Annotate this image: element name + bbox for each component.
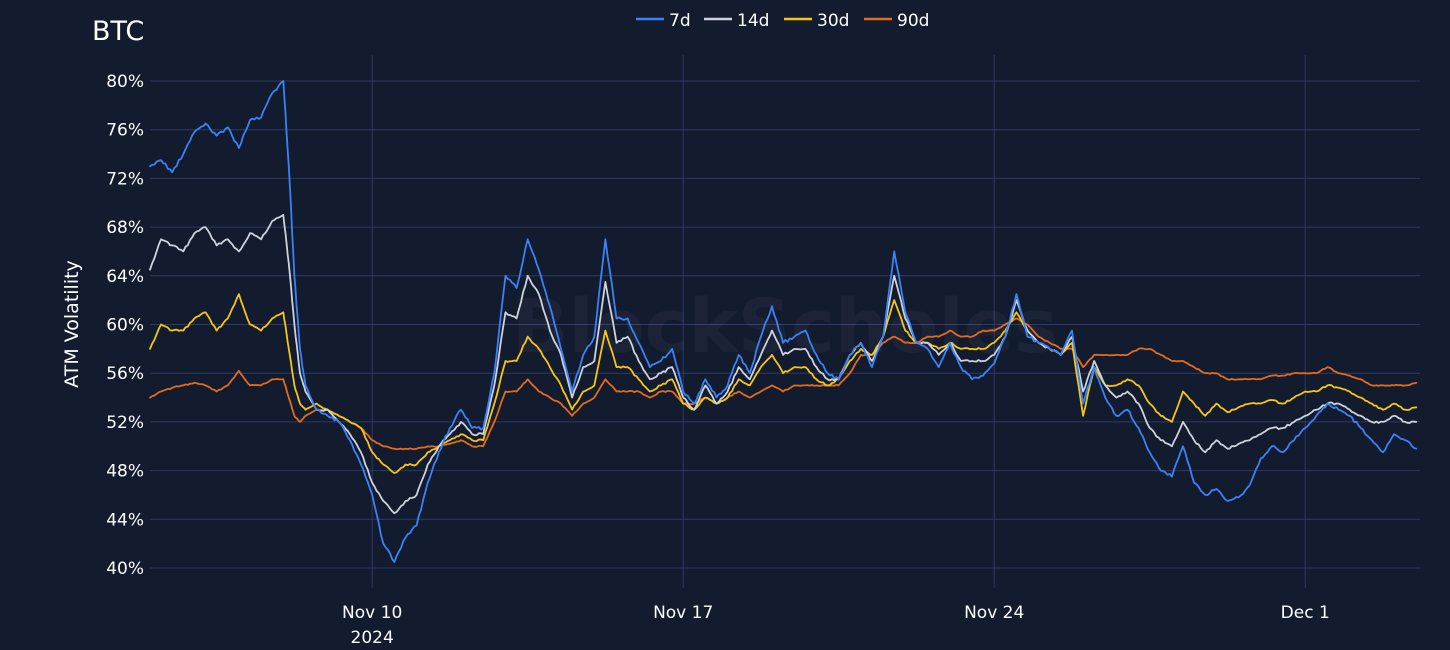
series-line-30d (149, 293, 1418, 474)
legend-item-7d[interactable]: 7d (636, 11, 691, 31)
y-tick-label: 40% (106, 559, 144, 579)
y-axis-title: ATM Volatility (61, 260, 83, 388)
y-tick-label: 52% (106, 413, 144, 433)
legend[interactable]: 7d 14d 30d 90d (636, 11, 929, 31)
x-tick-sublabel: 2024 (351, 628, 394, 648)
legend-label: 7d (669, 11, 691, 31)
legend-item-30d[interactable]: 30d (784, 11, 849, 31)
legend-label: 30d (817, 11, 849, 31)
series-lines (149, 80, 1418, 563)
y-tick-label: 80% (106, 72, 144, 92)
y-tick-label: 64% (106, 267, 144, 287)
x-tick-label: Dec 1 (1281, 603, 1330, 623)
y-tick-label: 48% (106, 462, 144, 482)
legend-item-90d[interactable]: 90d (864, 11, 929, 31)
y-tick-label: 72% (106, 169, 144, 189)
legend-label: 14d (737, 11, 769, 31)
x-axis-ticks: Nov 10 2024 Nov 17 Nov 24 Dec 1 (342, 603, 1330, 648)
legend-item-14d[interactable]: 14d (704, 11, 769, 31)
y-tick-label: 60% (106, 316, 144, 336)
y-tick-label: 76% (106, 121, 144, 141)
y-tick-label: 68% (106, 218, 144, 238)
series-line-7d (149, 80, 1418, 563)
watermark-logo: BlockScholes (512, 284, 1058, 370)
grid-lines (150, 55, 1420, 588)
legend-label: 90d (897, 11, 929, 31)
y-tick-label: 44% (106, 510, 144, 530)
y-tick-label: 56% (106, 364, 144, 384)
y-axis-ticks: 80% 76% 72% 68% 64% 60% 56% 52% 48% 44% 40% (106, 72, 144, 579)
x-tick-label: Nov 10 (342, 603, 402, 623)
x-tick-label: Nov 24 (964, 603, 1024, 623)
chart-title: BTC (92, 16, 144, 47)
x-tick-label: Nov 17 (653, 603, 713, 623)
